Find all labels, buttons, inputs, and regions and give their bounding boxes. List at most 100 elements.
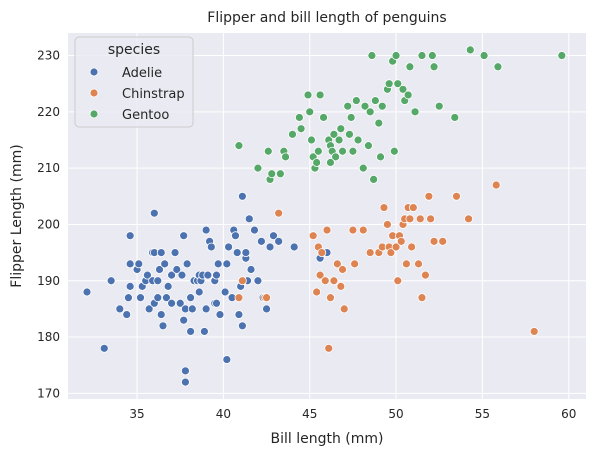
series-chinstrap <box>234 180 539 353</box>
data-point-chinstrap <box>405 214 415 224</box>
data-point-gentoo <box>450 113 460 122</box>
data-point-gentoo <box>345 129 354 139</box>
data-point-chinstrap <box>417 293 427 303</box>
data-point-gentoo <box>346 113 356 122</box>
data-point-adelie <box>234 310 244 319</box>
data-point-chinstrap <box>464 214 473 224</box>
data-point-chinstrap <box>274 208 284 218</box>
legend-title: species <box>108 42 160 58</box>
data-point-adelie <box>125 259 135 269</box>
data-point-chinstrap <box>322 225 332 235</box>
data-point-adelie <box>186 327 195 336</box>
x-tick-label: 35 <box>129 407 144 421</box>
data-points <box>82 45 567 387</box>
data-point-gentoo <box>374 118 384 128</box>
data-point-gentoo <box>479 51 489 60</box>
data-point-gentoo <box>267 169 277 179</box>
legend-marker <box>89 67 99 77</box>
data-point-adelie <box>149 208 159 218</box>
data-point-gentoo <box>465 45 475 55</box>
data-point-chinstrap <box>415 214 425 224</box>
data-point-gentoo <box>343 101 353 111</box>
data-point-adelie <box>125 231 135 241</box>
legend-label: Gentoo <box>122 108 169 123</box>
y-tick-label: 180 <box>37 330 60 344</box>
data-point-chinstrap <box>438 236 448 246</box>
data-point-chinstrap <box>393 276 403 286</box>
data-point-adelie <box>187 304 197 314</box>
data-point-gentoo <box>294 113 304 122</box>
data-point-adelie <box>201 225 211 235</box>
data-point-chinstrap <box>326 293 335 303</box>
data-point-adelie <box>222 355 232 364</box>
data-point-adelie <box>172 265 182 274</box>
data-point-adelie <box>289 242 299 252</box>
data-point-chinstrap <box>391 242 401 252</box>
x-tick-label: 45 <box>302 407 317 421</box>
data-point-chinstrap <box>234 293 244 303</box>
data-point-chinstrap <box>429 236 439 246</box>
data-point-adelie <box>143 270 152 280</box>
data-point-chinstrap <box>348 225 358 235</box>
data-point-chinstrap <box>452 191 461 201</box>
data-point-chinstrap <box>324 343 334 353</box>
legend-marker <box>89 88 99 98</box>
data-point-chinstrap <box>315 270 325 280</box>
data-point-adelie <box>265 242 275 252</box>
data-point-adelie <box>155 265 164 274</box>
data-point-adelie <box>241 248 251 258</box>
data-point-gentoo <box>405 62 415 72</box>
data-point-chinstrap <box>365 248 375 258</box>
data-point-adelie <box>160 259 170 269</box>
data-point-adelie <box>106 276 116 286</box>
data-point-adelie <box>215 310 225 319</box>
data-point-adelie <box>158 321 168 331</box>
data-point-chinstrap <box>414 259 423 269</box>
data-point-adelie <box>231 231 240 241</box>
data-point-adelie <box>253 276 263 286</box>
data-point-adelie <box>134 259 144 269</box>
data-point-gentoo <box>391 51 401 60</box>
data-point-adelie <box>153 293 163 303</box>
data-point-gentoo <box>329 129 339 139</box>
data-point-gentoo <box>367 51 377 60</box>
data-point-chinstrap <box>421 270 430 280</box>
data-point-gentoo <box>427 51 437 60</box>
data-point-chinstrap <box>386 248 396 258</box>
data-point-chinstrap <box>407 242 417 252</box>
data-point-chinstrap <box>332 259 342 269</box>
data-point-chinstrap <box>329 276 339 286</box>
data-point-gentoo <box>364 141 373 151</box>
series-adelie <box>82 191 332 387</box>
data-point-adelie <box>167 298 177 308</box>
data-point-gentoo <box>288 129 297 139</box>
data-point-adelie <box>182 259 192 269</box>
data-point-gentoo <box>384 79 394 89</box>
data-point-adelie <box>99 343 109 353</box>
legend-label: Adelie <box>122 66 162 81</box>
data-point-adelie <box>200 327 209 336</box>
data-point-gentoo <box>312 158 322 167</box>
data-point-chinstrap <box>320 276 330 286</box>
y-tick-labels: 170 180 190 200 210 220 230 <box>37 49 60 401</box>
data-point-gentoo <box>369 174 379 184</box>
data-point-adelie <box>212 298 221 308</box>
data-point-gentoo <box>315 90 325 100</box>
data-point-adelie <box>222 259 232 269</box>
legend-marker <box>89 109 99 119</box>
data-point-adelie <box>124 293 133 303</box>
data-point-adelie <box>213 259 223 269</box>
x-tick-labels: 35 40 45 50 55 60 <box>129 407 576 421</box>
data-point-gentoo <box>353 135 363 145</box>
data-point-gentoo <box>331 152 341 162</box>
data-point-gentoo <box>326 158 335 167</box>
data-point-gentoo <box>307 135 316 145</box>
data-point-chinstrap <box>339 304 349 314</box>
data-point-gentoo <box>410 107 420 117</box>
data-point-gentoo <box>303 90 313 100</box>
data-point-adelie <box>232 248 242 258</box>
data-point-chinstrap <box>379 203 389 212</box>
data-point-gentoo <box>253 163 263 173</box>
y-tick-label: 190 <box>37 274 60 288</box>
